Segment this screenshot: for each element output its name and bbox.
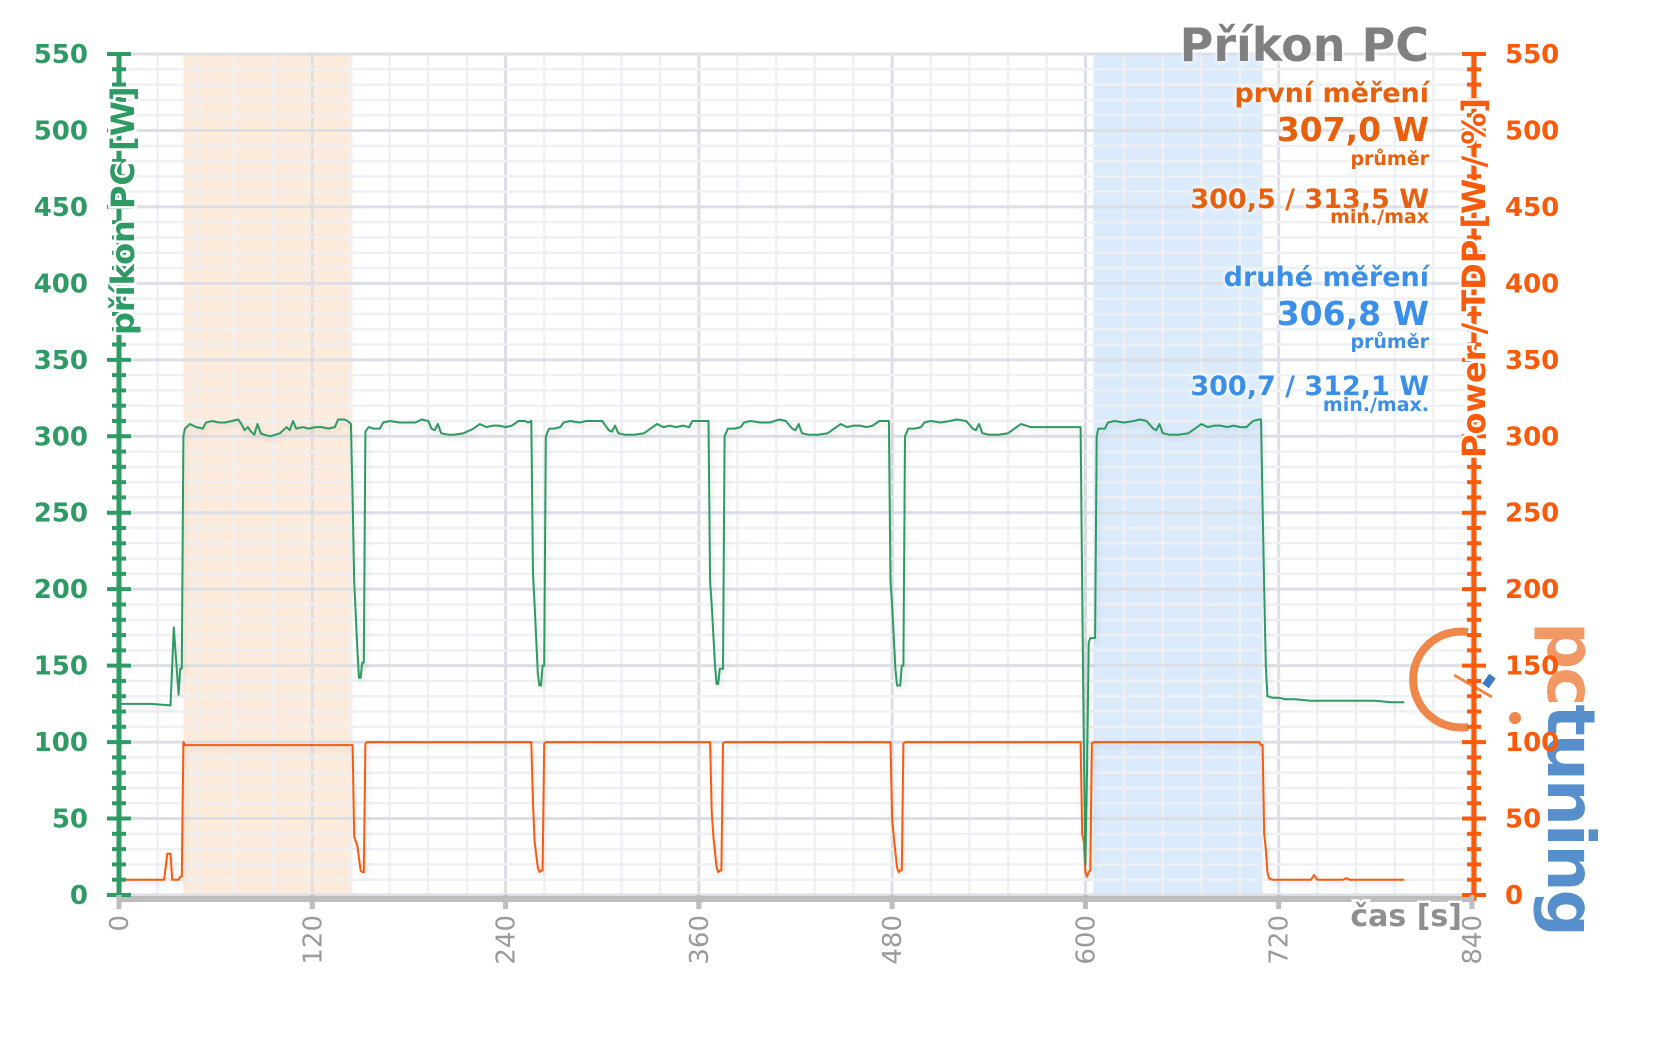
- x-tick-label: 0: [105, 915, 135, 932]
- second-measurement-label: druhé měření: [1223, 262, 1429, 293]
- right-tick-label: 0: [1505, 881, 1523, 911]
- right-tick-label: 400: [1505, 269, 1559, 299]
- x-axis-title: čas [s]: [1350, 899, 1462, 934]
- left-tick-label: 50: [52, 805, 88, 835]
- left-tick-label: 400: [34, 269, 88, 299]
- second-measurement-minmax: 300,7 / 312,1 W: [1190, 371, 1429, 402]
- left-tick-label: 150: [34, 652, 88, 682]
- first-measurement-minmax: 300,5 / 313,5 W: [1190, 184, 1429, 215]
- right-tick-label: 550: [1505, 40, 1559, 70]
- right-tick-label: 150: [1505, 652, 1559, 682]
- highlight-band: [1093, 54, 1263, 895]
- x-tick-label: 240: [492, 915, 522, 965]
- second-measurement-minmax-label: min./max.: [1322, 394, 1429, 416]
- left-tick-label: 200: [34, 575, 88, 605]
- right-tick-label: 250: [1505, 499, 1559, 529]
- right-tick-label: 200: [1505, 575, 1559, 605]
- x-tick-label: 600: [1071, 915, 1101, 965]
- x-tick-label: 720: [1265, 915, 1295, 965]
- left-tick-label: 100: [34, 728, 88, 758]
- x-tick-label: 480: [878, 915, 908, 965]
- series-line-power-tdp: [119, 741, 1405, 881]
- left-tick-label: 250: [34, 499, 88, 529]
- highlight-band: [183, 54, 353, 895]
- pctuning-logo: pctuning: [1409, 622, 1609, 935]
- right-tick-label: 100: [1505, 728, 1559, 758]
- chart-title: Příkon PC: [1179, 18, 1429, 72]
- right-axis-title: Power / TDP [W / %]: [1455, 98, 1493, 458]
- right-tick-label: 350: [1505, 346, 1559, 376]
- left-tick-label: 550: [34, 40, 88, 70]
- x-tick-label: 120: [298, 915, 328, 965]
- second-measurement-avg-label: průměr: [1350, 331, 1429, 353]
- data-series: [119, 418, 1405, 881]
- right-tick-label: 300: [1505, 422, 1559, 452]
- left-tick-label: 300: [34, 422, 88, 452]
- x-tick-label: 840: [1458, 915, 1488, 965]
- first-measurement-minmax-label: min./max: [1330, 206, 1429, 228]
- gauge-hub-icon: [1509, 712, 1521, 724]
- left-tick-label: 500: [34, 116, 88, 146]
- highlight-bands: [183, 54, 1263, 895]
- right-tick-label: 450: [1505, 193, 1559, 223]
- logo-text: pctuning: [1532, 622, 1609, 935]
- first-measurement-avg-label: průměr: [1350, 148, 1429, 170]
- axes: [107, 52, 1486, 909]
- grid: [117, 52, 1474, 897]
- first-measurement-label: první měření: [1234, 78, 1429, 109]
- left-axis-title: příkon PC [W]: [104, 86, 142, 335]
- gauge-mark-icon: [1482, 673, 1496, 689]
- x-tick-label: 360: [685, 915, 715, 965]
- gauge-arc-icon: [1409, 627, 1469, 732]
- first-measurement-avg: 307,0 W: [1276, 110, 1429, 149]
- left-tick-label: 450: [34, 193, 88, 223]
- second-measurement-avg: 306,8 W: [1276, 294, 1429, 333]
- series-line-pc-power: [119, 418, 1405, 866]
- right-tick-label: 500: [1505, 116, 1559, 146]
- left-tick-label: 350: [34, 346, 88, 376]
- left-tick-label: 0: [70, 881, 88, 911]
- right-tick-label: 50: [1505, 805, 1541, 835]
